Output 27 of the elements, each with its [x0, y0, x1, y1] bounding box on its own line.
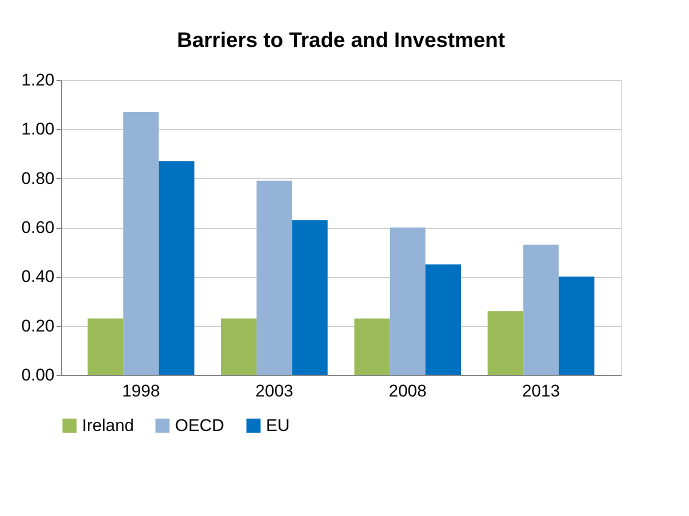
x-tick-label: 2003: [255, 382, 294, 400]
y-tick-label: 1.20: [21, 70, 54, 90]
x-tick-label: 1998: [122, 382, 160, 400]
legend-label: EU: [266, 416, 290, 435]
chart-title: Barriers to Trade and Investment: [177, 29, 505, 52]
bar: [158, 161, 194, 375]
x-tick-label: 2008: [388, 382, 427, 400]
y-tick-label: 0.60: [21, 218, 54, 237]
bar: [425, 264, 461, 375]
bar: [88, 318, 124, 375]
bar: [292, 220, 328, 375]
y-tick-label: 0.80: [21, 168, 54, 188]
bar: [523, 244, 559, 375]
bar: [354, 318, 390, 375]
bar: [123, 112, 159, 375]
bar: [488, 311, 524, 375]
y-tick-label: 1.00: [21, 120, 54, 139]
bar: [256, 180, 292, 375]
bar: [558, 276, 594, 375]
legend-label: OECD: [175, 416, 224, 435]
bar: [221, 318, 257, 375]
y-tick-label: 0.00: [21, 366, 54, 384]
bar: [390, 228, 426, 375]
y-tick-label: 0.20: [21, 316, 54, 336]
x-tick-label: 2013: [522, 382, 560, 400]
y-tick-label: 0.40: [21, 267, 54, 286]
legend-label: Ireland: [82, 416, 134, 435]
